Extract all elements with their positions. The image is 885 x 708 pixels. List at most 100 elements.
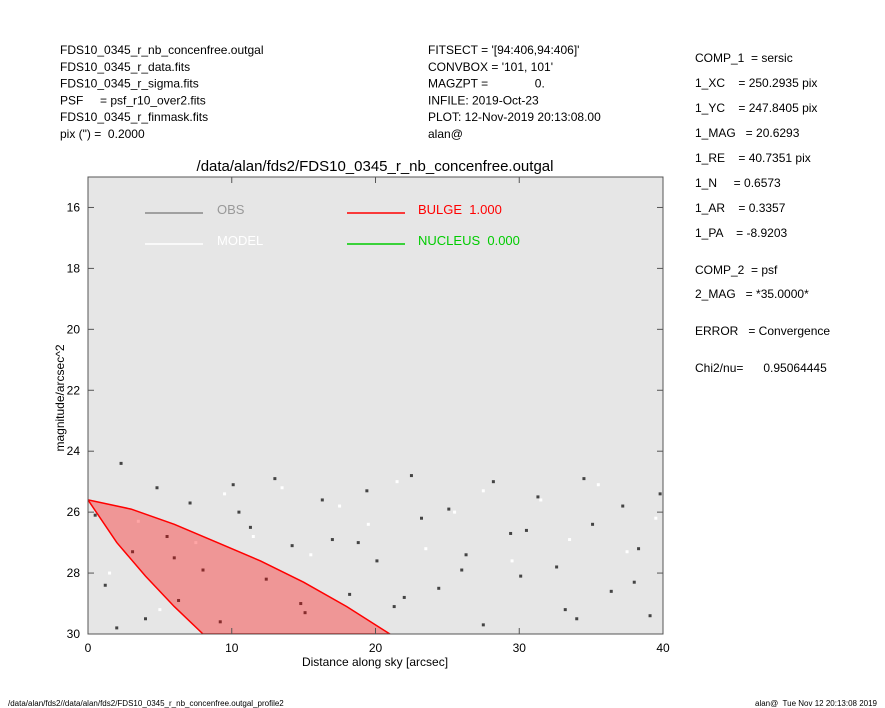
fit-parameter: 1_AR = 0.3357 (695, 201, 786, 215)
data-point (519, 574, 523, 578)
data-point (575, 617, 579, 621)
legend-label: NUCLEUS 0.000 (418, 233, 520, 248)
data-point (237, 510, 241, 514)
header-left-line: FDS10_0345_r_nb_concenfree.outgal (60, 43, 263, 57)
data-point (165, 535, 169, 539)
data-point (93, 513, 97, 517)
y-tick-label: 24 (67, 444, 81, 458)
data-point (280, 486, 284, 490)
data-point (103, 583, 107, 587)
data-point (155, 486, 159, 490)
data-point (536, 495, 540, 499)
x-tick-label: 30 (513, 641, 527, 655)
header-left-line: PSF = psf_r10_over2.fits (60, 93, 206, 107)
y-tick-label: 28 (67, 566, 81, 580)
x-tick-label: 40 (656, 641, 670, 655)
data-point (637, 547, 641, 551)
legend-label: BULGE 1.000 (418, 202, 502, 217)
y-tick-label: 30 (67, 627, 81, 641)
data-point (330, 538, 334, 542)
fit-parameter: COMP_2 = psf (695, 263, 778, 277)
data-point (201, 568, 205, 572)
fit-parameter: Chi2/nu= 0.95064445 (695, 361, 827, 375)
data-point (555, 565, 559, 569)
data-point (447, 507, 451, 511)
data-point (460, 568, 464, 572)
fit-parameter: 1_PA = -8.9203 (695, 226, 788, 240)
fit-parameter: 1_RE = 40.7351 pix (695, 151, 811, 165)
bulge-region (88, 499, 392, 634)
data-point (144, 617, 147, 621)
y-tick-label: 22 (67, 383, 81, 397)
fit-parameter: 2_MAG = *35.0000* (695, 287, 809, 301)
data-point (481, 623, 485, 627)
x-tick-label: 20 (369, 641, 383, 655)
header-middle-line: CONVBOX = '101, 101' (428, 60, 553, 74)
data-point (218, 620, 222, 624)
header-left-line: FDS10_0345_r_sigma.fits (60, 77, 199, 91)
data-point (510, 559, 514, 563)
data-point (223, 492, 227, 496)
header-left-line: FDS10_0345_r_data.fits (60, 60, 190, 74)
data-point (172, 556, 176, 560)
data-point (654, 516, 658, 520)
data-point (320, 498, 324, 502)
fit-parameter: 1_N = 0.6573 (695, 176, 781, 190)
data-point (563, 608, 567, 612)
legend-label: MODEL (217, 233, 263, 248)
data-point (365, 489, 369, 493)
y-axis-label: magnitude/arcsec^2 (53, 344, 67, 451)
data-point (524, 528, 528, 532)
data-point (366, 522, 370, 526)
data-point (437, 586, 441, 590)
plot-area (88, 177, 663, 634)
footer-right: alan@ Tue Nov 12 20:13:08 2019 (755, 699, 878, 708)
data-point (303, 611, 307, 615)
data-point (591, 522, 595, 526)
data-point (481, 489, 485, 493)
header-middle-line: MAGZPT = 0. (428, 77, 545, 91)
marks (88, 461, 662, 634)
data-point (131, 550, 135, 554)
data-point (356, 541, 360, 545)
footer-left: /data/alan/fds2//data/alan/fds2/FDS10_03… (8, 699, 284, 708)
data-point (464, 553, 468, 557)
fit-parameter: 1_MAG = 20.6293 (695, 126, 800, 140)
y-tick-label: 16 (67, 200, 81, 214)
data-point (375, 559, 379, 563)
data-point (625, 550, 629, 554)
data-point (119, 461, 123, 465)
x-tick-label: 10 (225, 641, 239, 655)
fit-parameter: 1_YC = 247.8405 pix (695, 101, 817, 115)
data-point (395, 480, 399, 484)
x-axis-label: Distance along sky [arcsec] (302, 655, 448, 669)
header-middle-line: INFILE: 2019-Oct-23 (428, 93, 539, 107)
data-point (658, 492, 662, 496)
data-point (348, 592, 352, 596)
data-point (568, 538, 572, 542)
header-middle-line: FITSECT = '[94:406,94:406]' (428, 43, 579, 57)
data-point (424, 547, 428, 551)
data-point (177, 598, 181, 602)
data-point (248, 525, 252, 529)
header-left-line: FDS10_0345_r_finmask.fits (60, 110, 208, 124)
data-point (648, 614, 652, 618)
header-middle-line: alan@ (428, 127, 463, 141)
data-point (632, 580, 636, 584)
data-point (491, 480, 495, 484)
fit-parameter: 1_XC = 250.2935 pix (695, 76, 817, 90)
data-point (231, 483, 235, 487)
data-point (251, 535, 255, 539)
fit-parameter: COMP_1 = sersic (695, 51, 793, 65)
y-tick-label: 26 (67, 505, 81, 519)
data-point (596, 483, 600, 487)
header-middle-line: PLOT: 12-Nov-2019 20:13:08.00 (428, 110, 601, 124)
data-point (338, 504, 342, 508)
data-point (402, 595, 406, 599)
data-point (539, 498, 543, 502)
data-point (409, 474, 413, 478)
data-point (621, 504, 625, 508)
data-point (290, 544, 294, 548)
